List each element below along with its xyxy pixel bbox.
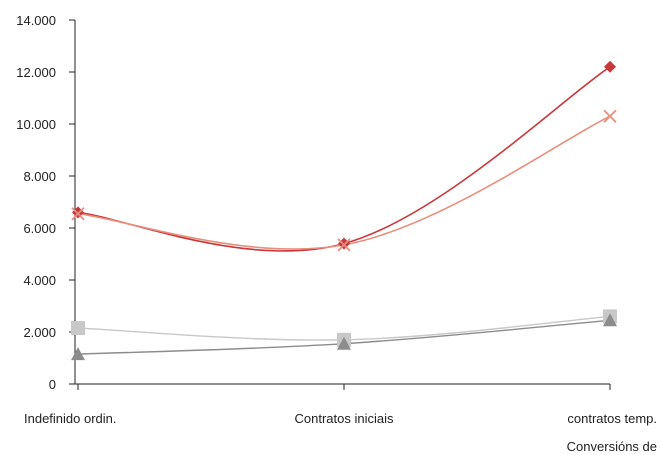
data-point xyxy=(71,321,85,336)
data-point xyxy=(337,336,351,350)
y-tick-label: 12.000 xyxy=(16,65,56,80)
data-point xyxy=(338,237,350,250)
data-point xyxy=(603,109,617,123)
data-point xyxy=(72,206,84,219)
y-tick-label: 6.000 xyxy=(23,221,56,236)
labels-layer: 0 2.000 4.000 6.000 8.000 10.000 12.000 14.000 I… xyxy=(16,13,657,454)
x-tick-sublabel: Conversións de xyxy=(567,439,657,454)
data-point xyxy=(71,347,85,361)
x-tick-label: Contratos iniciais xyxy=(295,411,394,426)
y-tick-label: 10.000 xyxy=(16,117,56,132)
axes-layer xyxy=(69,19,611,390)
y-tick-label: 2.000 xyxy=(23,325,56,340)
series-layer xyxy=(77,66,611,355)
marker-layer xyxy=(71,60,617,361)
y-tick-label: 8.000 xyxy=(23,169,56,184)
series-line xyxy=(77,66,611,252)
series-line xyxy=(77,115,611,250)
data-point xyxy=(604,60,616,73)
y-tick-label: 0 xyxy=(49,377,56,392)
y-tick-label: 4.000 xyxy=(23,273,56,288)
data-point xyxy=(603,313,617,327)
data-point xyxy=(71,207,85,221)
x-tick-label: Indefinido ordin. xyxy=(24,411,117,426)
y-tick-label: 14.000 xyxy=(16,13,56,28)
x-tick-label: contratos temp. xyxy=(567,411,657,426)
data-point xyxy=(337,238,351,252)
